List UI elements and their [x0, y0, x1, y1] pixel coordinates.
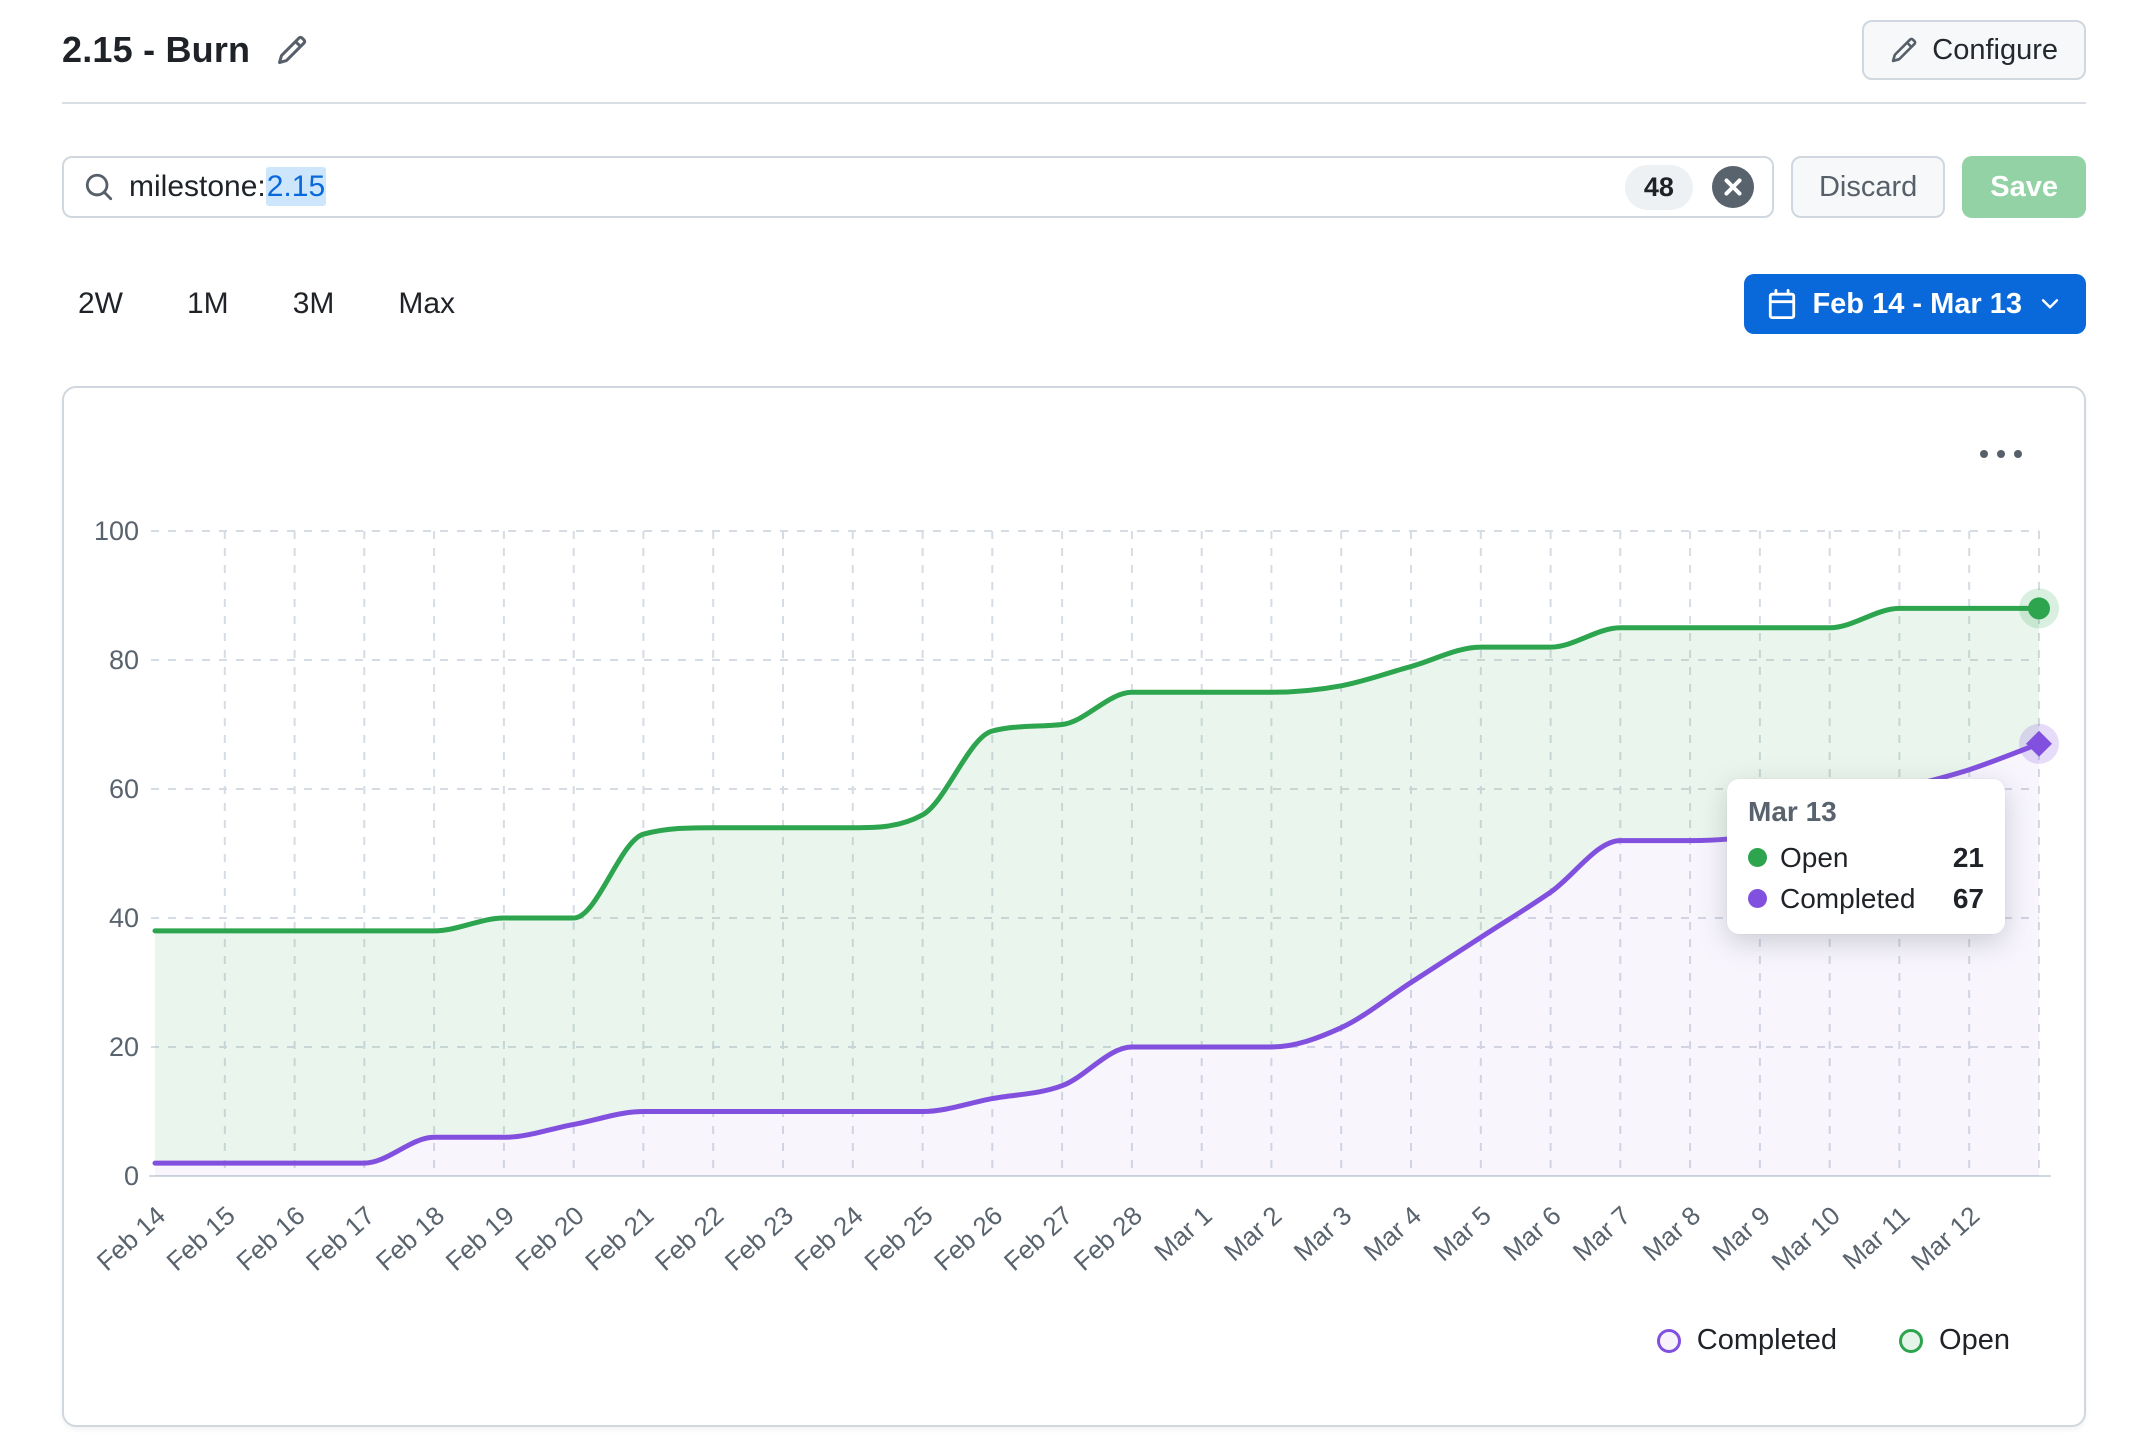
x-tick-label: Feb 21	[579, 1200, 659, 1276]
x-tick-label: Mar 3	[1288, 1200, 1357, 1267]
x-tick-label: Feb 27	[998, 1200, 1078, 1276]
tooltip-series-value: 21	[1952, 841, 1984, 873]
x-tick-label: Feb 24	[789, 1200, 869, 1276]
legend-item-completed[interactable]: Completed	[1656, 1324, 1838, 1357]
page-title: 2.15 - Burn	[62, 29, 251, 70]
pencil-icon	[1891, 37, 1917, 63]
x-tick-label: Mar 1	[1148, 1200, 1217, 1267]
open-area	[155, 608, 2039, 1164]
grid	[149, 530, 2051, 1177]
clear-filter-button[interactable]	[1708, 162, 1758, 212]
legend-label: Open	[1939, 1324, 2010, 1356]
y-tick-label: 80	[109, 645, 139, 675]
configure-label: Configure	[1932, 33, 2058, 66]
save-button[interactable]: Save	[1962, 156, 2086, 218]
x-tick-label: Feb 20	[509, 1200, 589, 1276]
y-tick-label: 20	[109, 1032, 139, 1062]
edit-title-button[interactable]	[272, 30, 312, 70]
y-tick-label: 60	[109, 774, 139, 804]
tooltip-rows: Open 21 Completed 67	[1748, 837, 1984, 919]
x-tick-label: Mar 4	[1358, 1200, 1427, 1267]
y-tick-label: 40	[109, 903, 139, 933]
page-header: 2.15 - Burn Configure	[62, 0, 2086, 104]
filter-row: milestone:2.15 48 Discard Save	[62, 156, 2086, 218]
x-tick-label: Feb 25	[858, 1200, 938, 1276]
series-dot-icon	[1748, 848, 1767, 867]
x-tick-label: Mar 8	[1637, 1200, 1706, 1267]
calendar-icon	[1769, 289, 1796, 319]
chart-tooltip: Mar 13 Open 21 Completed 67	[1727, 779, 2005, 934]
series-dot-icon	[1748, 889, 1767, 908]
x-tick-label: Feb 23	[719, 1200, 799, 1276]
filter-query-field: milestone:	[129, 170, 266, 203]
kebab-dot	[1997, 450, 2005, 458]
legend-swatch-icon	[1899, 1328, 1924, 1353]
period-1m[interactable]: 1M	[185, 281, 231, 327]
x-tick-label: Mar 12	[1905, 1200, 1985, 1276]
x-tick-label: Mar 7	[1567, 1200, 1636, 1267]
x-tick-label: Mar 9	[1706, 1200, 1775, 1267]
x-tick-label: Feb 16	[230, 1200, 310, 1276]
results-count-badge: 48	[1624, 164, 1693, 210]
completed-line	[152, 741, 2042, 1166]
tooltip-series-name: Open	[1780, 841, 1849, 873]
period-button-group: 2W 1M 3M Max	[62, 281, 457, 327]
kebab-dot	[2014, 450, 2022, 458]
chevron-down-icon	[2041, 299, 2059, 309]
filter-query: milestone:2.15	[129, 167, 327, 206]
tooltip-row-completed: Completed 67	[1748, 878, 1984, 919]
tooltip-date: Mar 13	[1748, 796, 1837, 827]
discard-button[interactable]: Discard	[1790, 156, 1946, 218]
tooltip-series-value: 67	[1952, 882, 1984, 914]
legend-item-open[interactable]: Open	[1899, 1324, 2010, 1357]
period-2w[interactable]: 2W	[76, 281, 125, 327]
x-tick-label: Mar 5	[1427, 1200, 1496, 1267]
x-tick-label: Feb 15	[161, 1200, 241, 1276]
x-tick-label: Feb 22	[649, 1200, 729, 1276]
burn-chart-card: 0 20 40 60 80 100 Feb 14 Feb 15 Feb 16 Feb 17 Feb …	[62, 386, 2086, 1427]
x-circle-icon	[1712, 166, 1754, 208]
completed-area	[155, 743, 2039, 1176]
x-tick-label: Mar 10	[1766, 1200, 1846, 1276]
configure-button[interactable]: Configure	[1862, 20, 2086, 80]
x-tick-label: Feb 17	[300, 1200, 380, 1276]
filter-query-value-selected: 2.15	[265, 167, 327, 206]
legend-label: Completed	[1696, 1324, 1838, 1356]
y-tick-label: 0	[124, 1161, 139, 1191]
x-tick-label: Feb 18	[370, 1200, 450, 1276]
filter-input[interactable]: milestone:2.15 48	[62, 156, 1774, 218]
date-range-label: Feb 14 - Mar 13	[1812, 287, 2022, 320]
x-tick-label: Mar 6	[1497, 1200, 1566, 1267]
tooltip-row-open: Open 21	[1748, 837, 1984, 878]
x-tick-label: Feb 28	[1068, 1200, 1148, 1276]
x-tick-label: Mar 11	[1837, 1200, 1916, 1275]
x-tick-label: Feb 26	[928, 1200, 1008, 1276]
completed-endpoint-marker	[2026, 730, 2052, 757]
period-3m[interactable]: 3M	[291, 281, 337, 327]
tooltip-series-name: Completed	[1780, 882, 1916, 914]
chart-options-button[interactable]	[1970, 440, 2032, 468]
x-tick-label: Feb 14	[91, 1200, 171, 1276]
kebab-dot	[1980, 450, 1988, 458]
legend-swatch-icon	[1656, 1328, 1681, 1353]
open-line	[152, 605, 2042, 934]
period-max[interactable]: Max	[396, 281, 457, 327]
x-tick-label: Feb 19	[440, 1200, 520, 1276]
chart-legend: Completed Open	[1656, 1324, 2010, 1357]
search-icon	[85, 173, 113, 201]
pencil-icon	[278, 35, 307, 65]
open-endpoint-marker	[2028, 597, 2050, 620]
period-row: 2W 1M 3M Max Feb 14 - Mar 13	[62, 274, 2086, 334]
y-tick-label: 100	[94, 516, 139, 546]
date-range-button[interactable]: Feb 14 - Mar 13	[1744, 274, 2086, 334]
x-tick-label: Mar 2	[1218, 1200, 1287, 1267]
